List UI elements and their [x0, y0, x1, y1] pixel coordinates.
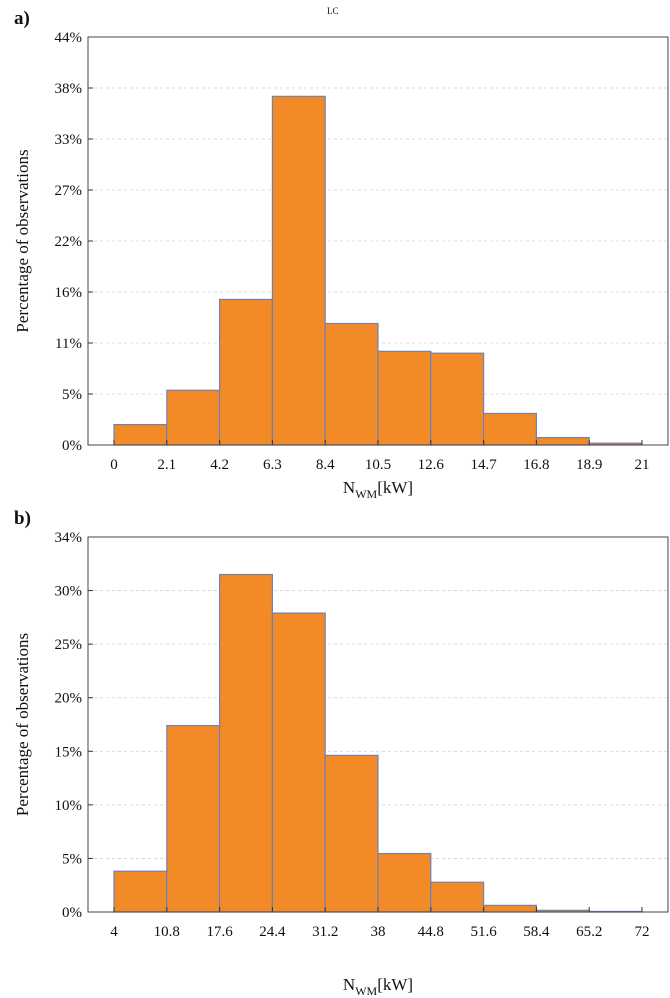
- histogram-bar: [377, 350, 432, 446]
- x-tick-label: 38: [371, 924, 386, 940]
- y-tick-label: 15%: [55, 744, 83, 760]
- histogram-bar: [377, 852, 432, 913]
- x-tick-label: 2.1: [157, 457, 176, 473]
- histogram-bar: [219, 573, 274, 913]
- plot-frame: [87, 536, 669, 913]
- y-tick-label: 0%: [62, 905, 82, 921]
- x-tick-label: 8.4: [316, 457, 335, 473]
- x-tick-label: 16.8: [523, 457, 549, 473]
- x-tick-label: 31.2: [312, 924, 338, 940]
- histogram-bar: [324, 754, 379, 913]
- x-axis-title-unit: [kW]: [377, 975, 413, 994]
- chart-panel-a: 0% 5% 11% 16% 22% 27% 33% 38% 44% 0 2.1 4.2 6.3 8.4 10…: [13, 8, 669, 501]
- x-tick-label: 65.2: [576, 924, 602, 940]
- histogram-bar: [166, 389, 221, 446]
- top-fragment-text: LC: [327, 6, 339, 16]
- histogram-bar: [113, 870, 168, 913]
- x-axis-title-main: N: [343, 478, 355, 497]
- histogram-bar: [271, 612, 326, 913]
- x-tick-label: 18.9: [576, 457, 602, 473]
- x-tick-label: 17.6: [206, 924, 233, 940]
- panel-label: a): [14, 8, 30, 29]
- y-tick-label: 33%: [55, 132, 83, 148]
- x-tick-label: 10.8: [154, 924, 180, 940]
- x-axis-title-unit: [kW]: [377, 478, 413, 497]
- x-axis-title: NWM[kW]: [343, 975, 413, 998]
- panel-label: b): [14, 508, 31, 529]
- y-tick-label: 38%: [55, 81, 83, 97]
- y-tick-label: 0%: [62, 438, 82, 454]
- histogram-bar: [166, 725, 221, 913]
- histogram-bar: [113, 424, 168, 446]
- histogram-bar: [219, 298, 274, 446]
- plot-frame: [87, 36, 669, 446]
- y-tick-label: 5%: [62, 851, 82, 867]
- x-tick-label: 4.2: [210, 457, 229, 473]
- histogram-bar: [324, 322, 379, 446]
- y-tick-label: 11%: [55, 336, 82, 352]
- y-tick-label: 25%: [55, 637, 83, 653]
- y-axis-title: Percentage of observations: [13, 633, 32, 816]
- x-axis-title: NWM[kW]: [343, 478, 413, 501]
- y-tick-label: 34%: [55, 530, 83, 546]
- y-tick-label: 27%: [55, 183, 83, 199]
- x-tick-label: 4: [110, 924, 118, 940]
- histogram-bar: [483, 904, 538, 913]
- histogram-bar: [271, 95, 326, 446]
- y-tick-label: 44%: [55, 30, 83, 46]
- histogram-bar: [483, 412, 538, 446]
- histogram-bar: [430, 881, 485, 913]
- x-tick-label: 51.6: [470, 924, 497, 940]
- y-tick-label: 5%: [62, 387, 82, 403]
- y-axis-title: Percentage of observations: [13, 149, 32, 332]
- x-axis-title-main: N: [343, 975, 355, 994]
- x-tick-label: 6.3: [263, 457, 282, 473]
- x-axis-title-subscript: WM: [355, 487, 377, 501]
- y-tick-label: 10%: [55, 798, 83, 814]
- x-tick-label: 10.5: [365, 457, 391, 473]
- x-axis-title-subscript: WM: [355, 984, 377, 998]
- x-tick-label: 12.6: [418, 457, 445, 473]
- histogram-bar: [430, 352, 485, 446]
- x-tick-label: 72: [635, 924, 650, 940]
- x-tick-label: 21: [635, 457, 650, 473]
- x-tick-label: 14.7: [470, 457, 497, 473]
- chart-panel-b: 0% 5% 10% 15% 20% 25% 30% 34% 4 10.8 17.6 24.4 31.2 3…: [13, 508, 669, 998]
- y-tick-label: 20%: [55, 691, 83, 707]
- y-tick-label: 16%: [55, 285, 83, 301]
- histogram-bar: [535, 436, 590, 446]
- x-tick-label: 58.4: [523, 924, 550, 940]
- y-tick-label: 30%: [55, 584, 83, 600]
- x-tick-label: 0: [110, 457, 118, 473]
- x-tick-label: 24.4: [259, 924, 286, 940]
- y-tick-label: 22%: [55, 234, 83, 250]
- x-tick-label: 44.8: [418, 924, 444, 940]
